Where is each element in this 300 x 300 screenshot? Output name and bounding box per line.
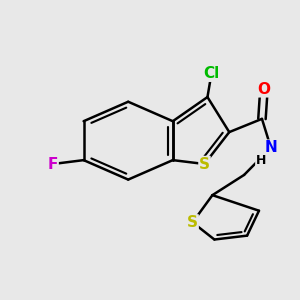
Text: H: H [256, 154, 266, 166]
Text: F: F [48, 157, 58, 172]
Text: N: N [265, 140, 277, 155]
Text: Cl: Cl [203, 66, 220, 81]
Text: O: O [257, 82, 270, 97]
Text: S: S [187, 215, 198, 230]
Text: S: S [199, 157, 210, 172]
